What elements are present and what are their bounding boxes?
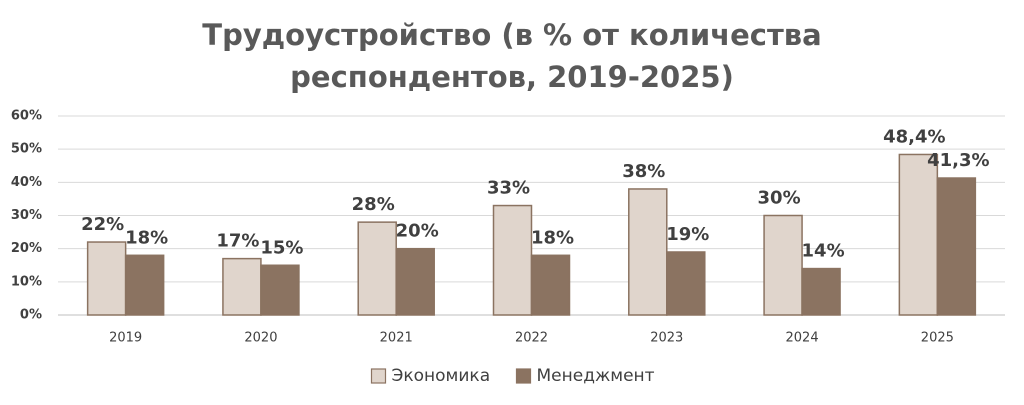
bar [936, 177, 977, 316]
value-label: 30% [758, 188, 801, 209]
value-label: 18% [125, 227, 168, 248]
bar [898, 153, 939, 316]
x-tick-label: 2023 [650, 331, 683, 346]
bar [628, 188, 668, 316]
y-tick-label: 0% [20, 308, 42, 323]
bar [222, 257, 262, 316]
x-tick-label: 2019 [109, 331, 142, 346]
legend-swatch [515, 368, 532, 384]
x-tick-label: 2025 [921, 331, 954, 346]
bar [86, 241, 127, 316]
x-tick-label: 2021 [380, 331, 413, 346]
bar [124, 254, 165, 316]
value-label: 28% [352, 194, 395, 215]
legend-label: Менеджмент [537, 366, 655, 386]
y-tick-label: 10% [11, 274, 42, 289]
y-tick-label: 50% [11, 142, 42, 157]
y-tick-label: 30% [11, 208, 42, 223]
bar [492, 204, 533, 316]
legend-label: Экономика [392, 366, 491, 386]
bar [530, 254, 571, 316]
value-label: 20% [396, 221, 439, 242]
x-tick-label: 2022 [515, 331, 548, 346]
value-label: 14% [802, 241, 845, 262]
bar [666, 251, 706, 316]
x-tick-label: 2024 [786, 331, 819, 346]
legend-swatch [370, 368, 387, 384]
value-label: 19% [666, 224, 709, 245]
value-label: 41,3% [927, 150, 989, 171]
bar [260, 264, 300, 316]
value-label: 38% [622, 161, 665, 182]
x-tick-label: 2020 [244, 331, 277, 346]
value-label: 33% [487, 178, 530, 199]
y-tick-label: 40% [11, 175, 42, 190]
value-label: 18% [531, 227, 574, 248]
y-tick-label: 60% [11, 109, 42, 124]
value-label: 48,4% [883, 126, 945, 147]
bar [801, 267, 841, 316]
value-label: 15% [260, 237, 303, 258]
bar [763, 214, 803, 316]
chart-title: Трудоустройство (в % от количества респо… [202, 18, 822, 94]
bar [395, 247, 435, 316]
value-label: 17% [216, 231, 259, 252]
value-label: 22% [81, 214, 124, 235]
y-tick-label: 20% [11, 241, 42, 256]
bar [357, 221, 397, 316]
